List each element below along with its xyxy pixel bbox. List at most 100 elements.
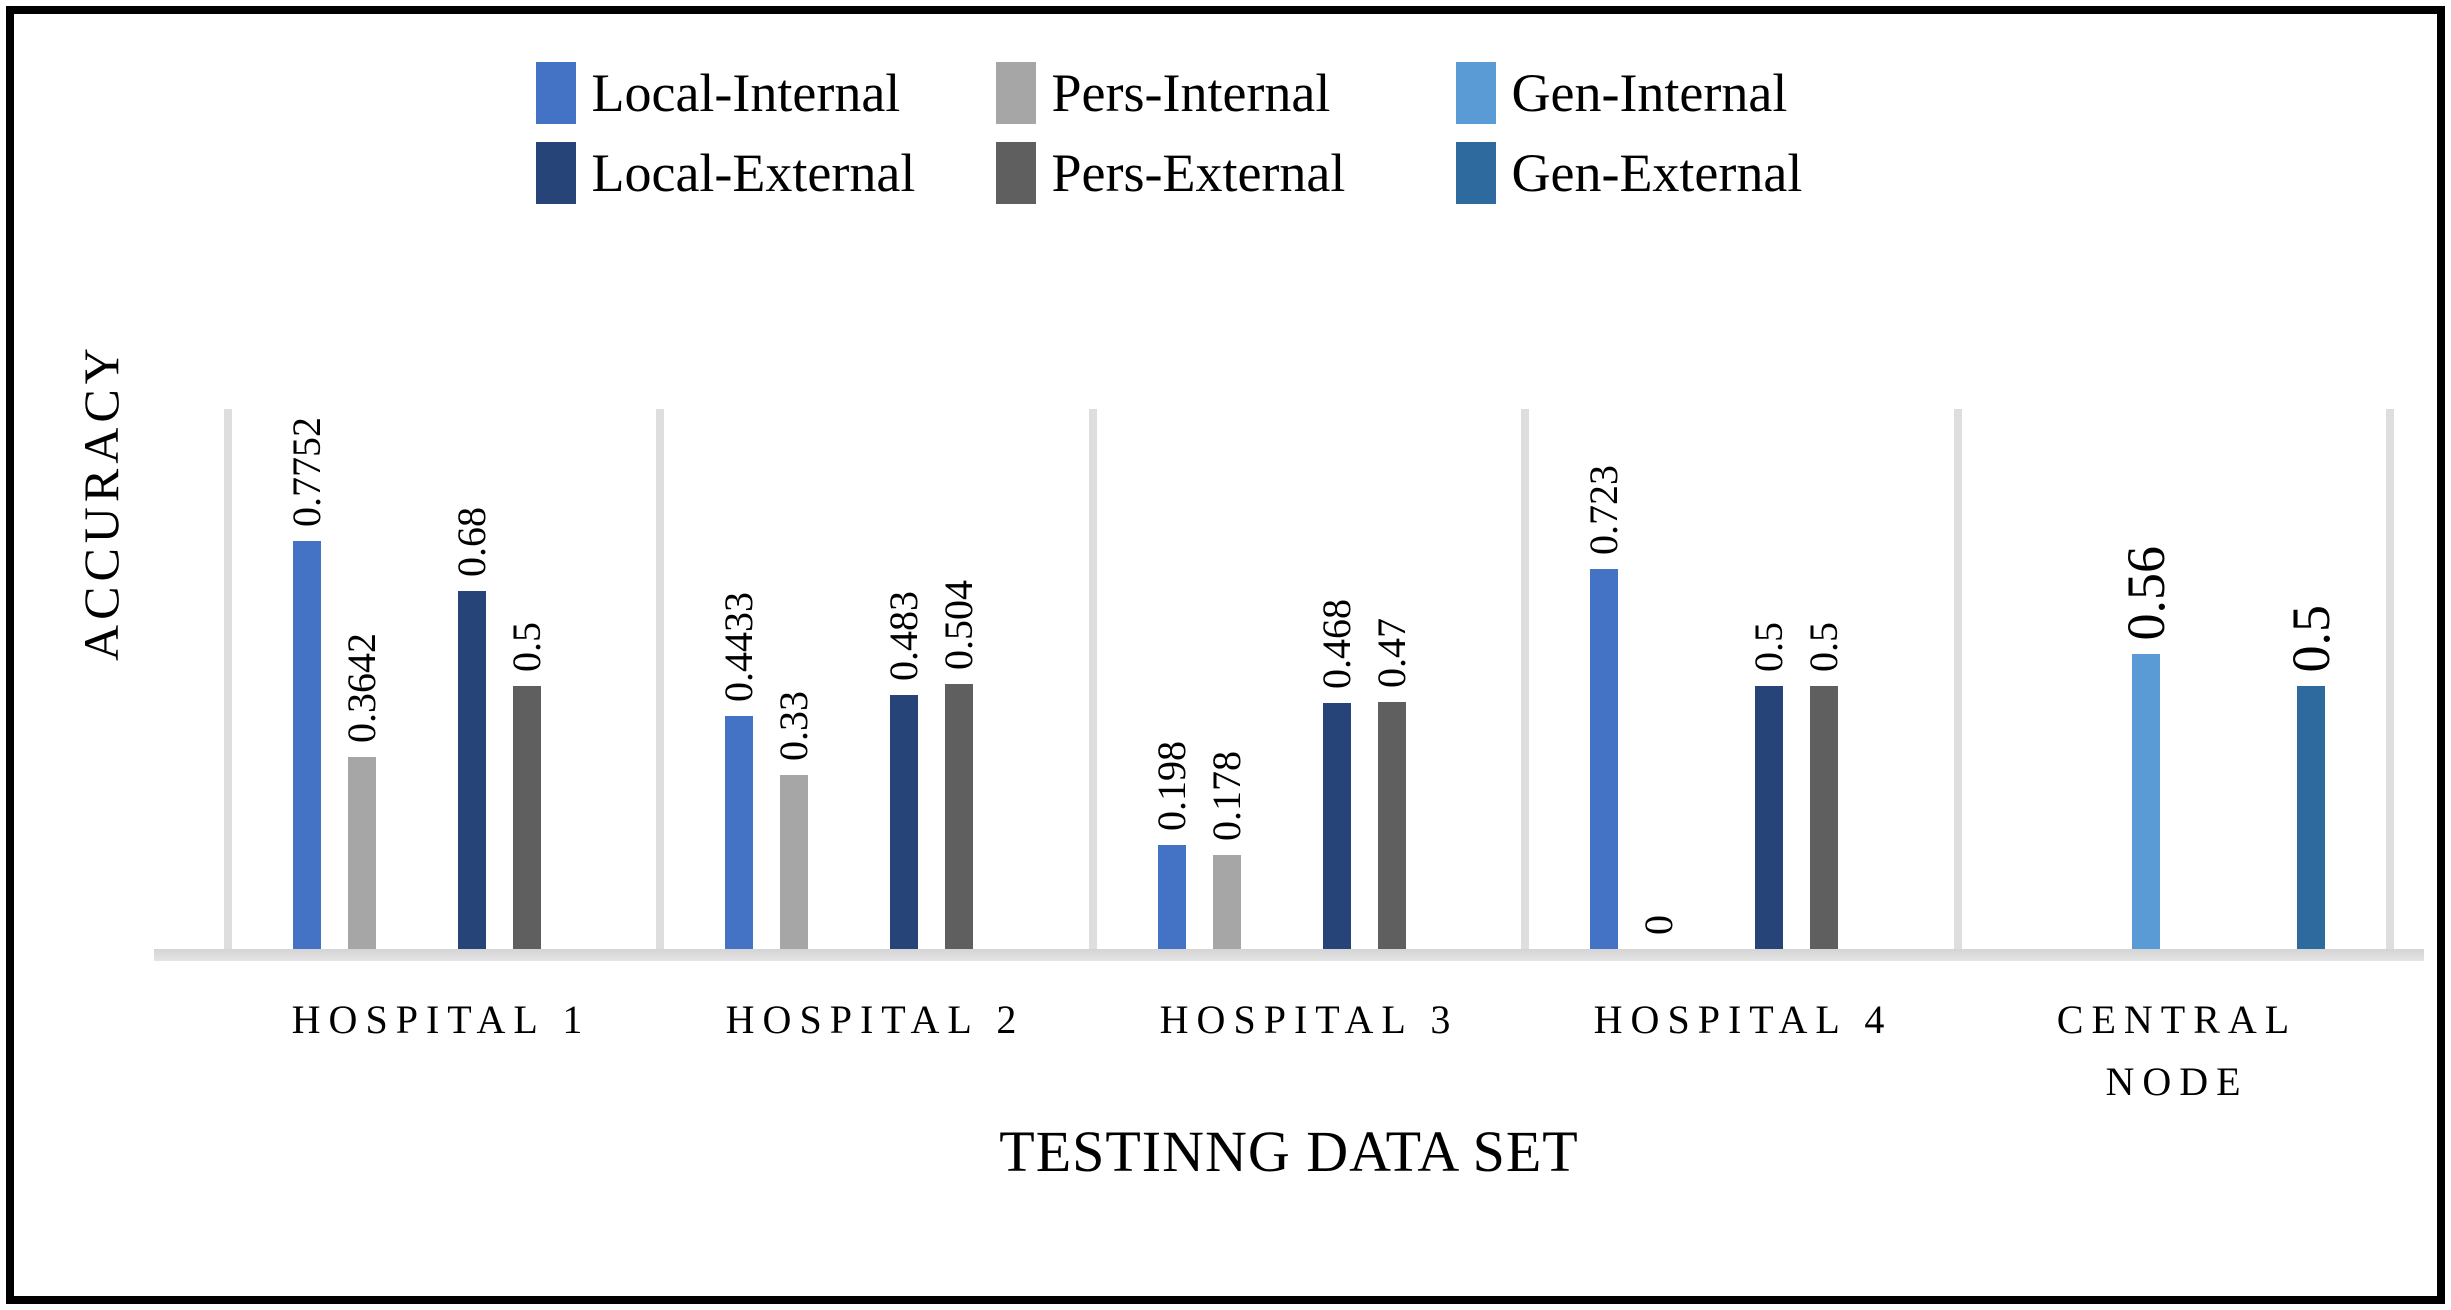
- bar-value-label: 0.5: [1745, 622, 1791, 672]
- bar: [1809, 686, 1838, 949]
- bar-slot: 0: [1631, 409, 1686, 949]
- category-label: HOSPITAL 4: [1526, 989, 1960, 1113]
- bar-group: 0.198 0.178 0.468 0.47: [1088, 409, 1521, 949]
- bar-slot: [2174, 409, 2229, 949]
- bar: [457, 591, 486, 949]
- legend-swatch-icon: [995, 62, 1036, 124]
- category-label: CENTRAL NODE: [1960, 989, 2394, 1113]
- bar-slot: [2009, 409, 2064, 949]
- legend-item: Pers-Internal: [995, 62, 1456, 124]
- bar-slot: [2064, 409, 2119, 949]
- bar-slot: [1254, 409, 1309, 949]
- bar-slot: 0.5: [2281, 409, 2342, 949]
- category-label: HOSPITAL 1: [224, 989, 658, 1113]
- bar-value-label: 0.5: [1800, 622, 1846, 672]
- legend-swatch-icon: [535, 62, 576, 124]
- legend-item: Local-Internal: [535, 62, 996, 124]
- bar-slot: 0.5: [1796, 409, 1851, 949]
- bar: [1322, 703, 1351, 949]
- bar-groups: 0.7752 0.3642 0.68 0.5 0.4433 0.33 0.483 0.504 0…: [224, 409, 2395, 949]
- legend-item: Pers-External: [995, 142, 1456, 204]
- bar-value-label: 0.5: [2281, 604, 2342, 673]
- bar: [945, 684, 974, 949]
- chart-legend: Local-Internal Pers-Internal Gen-Internal L…: [14, 62, 2437, 222]
- bar-slot: [822, 409, 877, 949]
- bar: [512, 686, 541, 949]
- legend-label: Pers-Internal: [1051, 63, 1331, 123]
- bar: [2132, 654, 2161, 949]
- bar-value-label: 0.68: [448, 507, 494, 577]
- x-axis-baseline: [154, 949, 2424, 961]
- bar-value-label: 0.56: [2116, 545, 2177, 641]
- bar: [1157, 845, 1186, 949]
- bar-group: 0.4433 0.33 0.483 0.504: [656, 409, 1088, 949]
- bar: [1589, 569, 1618, 949]
- legend-label: Pers-External: [1051, 143, 1346, 203]
- bar-value-label: 0.178: [1203, 751, 1249, 841]
- bar-slot: 0.468: [1309, 409, 1364, 949]
- bar-slot: 0.483: [877, 409, 932, 949]
- bar: [347, 757, 376, 949]
- bar-group: 0.56 0.5: [1953, 409, 2395, 949]
- bar-slot: [1851, 409, 1906, 949]
- bar-value-label: 0.198: [1148, 741, 1194, 831]
- bar-slot: 0.5: [499, 409, 554, 949]
- legend-row: Local-External Pers-External Gen-External: [14, 142, 2437, 204]
- bar: [2297, 686, 2326, 949]
- bar-slot: 0.68: [444, 409, 499, 949]
- bar-slot: [1419, 409, 1474, 949]
- bar-slot: [1686, 409, 1741, 949]
- bar-slot: 0.7752: [279, 409, 334, 949]
- bar-value-label: 0.483: [881, 591, 927, 681]
- legend-label: Local-Internal: [591, 63, 901, 123]
- figure-border: Local-Internal Pers-Internal Gen-Internal L…: [6, 6, 2445, 1304]
- legend-item: Gen-External: [1455, 142, 1916, 204]
- x-axis-title: TESTINNG DATA SET: [999, 1119, 1579, 1184]
- bar-value-label: 0: [1635, 915, 1681, 935]
- bar-slot: 0.504: [932, 409, 987, 949]
- bar: [890, 695, 919, 949]
- category-label-text: HOSPITAL 3: [1159, 997, 1459, 1042]
- legend-swatch-icon: [1455, 142, 1496, 204]
- bar-value-label: 0.5: [503, 622, 549, 672]
- legend-label: Local-External: [591, 143, 916, 203]
- bar-slot: 0.198: [1144, 409, 1199, 949]
- bar-value-label: 0.7752: [283, 417, 329, 527]
- bar: [1212, 855, 1241, 949]
- category-label-text: HOSPITAL 4: [1593, 997, 1893, 1042]
- bar-slot: [2229, 409, 2284, 949]
- bar-slot: 0.4433: [712, 409, 767, 949]
- y-axis-title: ACCURACY: [73, 343, 129, 661]
- bar: [725, 716, 754, 949]
- legend-swatch-icon: [535, 142, 576, 204]
- plot-area: 0.7752 0.3642 0.68 0.5 0.4433 0.33 0.483 0.504 0…: [154, 409, 2424, 961]
- bar-value-label: 0.468: [1313, 599, 1359, 689]
- category-axis: HOSPITAL 1 HOSPITAL 2 HOSPITAL 3 HOSPITAL 4…: [224, 989, 2394, 1113]
- legend-item: Local-External: [535, 142, 996, 204]
- legend-swatch-icon: [1455, 62, 1496, 124]
- bar: [292, 541, 321, 949]
- bar-slot: 0.47: [1364, 409, 1419, 949]
- bar-group: 0.723 0 0.5 0.5: [1521, 409, 1953, 949]
- bar-slot: 0.56: [2116, 409, 2177, 949]
- bar: [1377, 702, 1406, 949]
- bar-slot: 0.723: [1576, 409, 1631, 949]
- category-label-text: HOSPITAL 1: [291, 997, 591, 1042]
- category-label: HOSPITAL 2: [658, 989, 1092, 1113]
- legend-label: Gen-Internal: [1511, 63, 1788, 123]
- bar-value-label: 0.504: [936, 580, 982, 670]
- bar: [780, 775, 809, 949]
- bar-slot: 0.3642: [334, 409, 389, 949]
- bar: [1754, 686, 1783, 949]
- bar-value-label: 0.47: [1368, 618, 1414, 688]
- bar-slot: 0.178: [1199, 409, 1254, 949]
- legend-item: Gen-Internal: [1455, 62, 1916, 124]
- bar-value-label: 0.3642: [338, 633, 384, 743]
- legend-swatch-icon: [995, 142, 1036, 204]
- category-label-text: HOSPITAL 2: [725, 997, 1025, 1042]
- legend-row: Local-Internal Pers-Internal Gen-Internal: [14, 62, 2437, 124]
- bar-slot: 0.5: [1741, 409, 1796, 949]
- bar-value-label: 0.33: [771, 691, 817, 761]
- legend-label: Gen-External: [1511, 143, 1803, 203]
